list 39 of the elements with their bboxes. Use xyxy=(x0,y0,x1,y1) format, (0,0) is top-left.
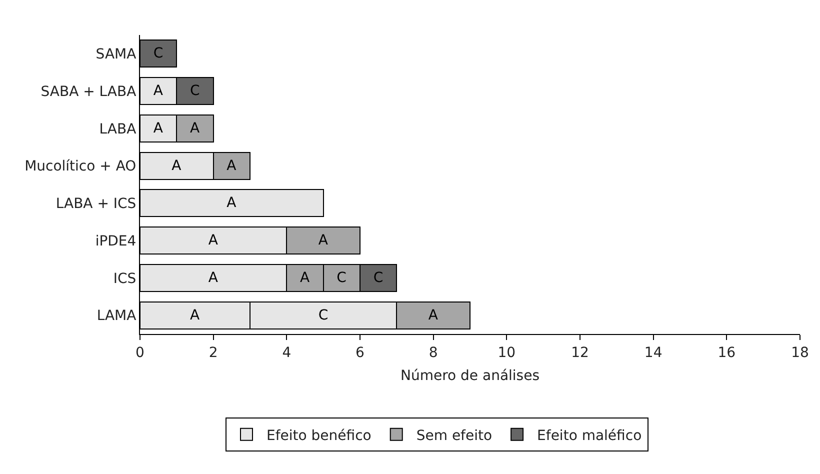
x-tick-label: 8 xyxy=(428,344,438,361)
data-label: A xyxy=(190,120,200,136)
data-label: A xyxy=(208,270,218,286)
x-tick-label: 18 xyxy=(791,344,809,361)
data-label: A xyxy=(153,120,164,136)
y-tick-label: iPDE4 xyxy=(95,233,136,250)
data-label: A xyxy=(226,195,237,212)
y-tick-label: SABA + LABA xyxy=(40,84,137,100)
data-label: A xyxy=(172,158,182,174)
y-tick-label: LAMA xyxy=(96,308,137,324)
y-tick-label: LABA + ICS xyxy=(56,196,136,212)
y-tick-label: ICS xyxy=(113,270,136,287)
x-axis-title: Número de análises xyxy=(400,368,540,384)
x-tick-label: 2 xyxy=(208,344,218,361)
data-label: C xyxy=(373,270,384,286)
data-label: A xyxy=(190,307,200,324)
legend-label: Efeito maléfico xyxy=(537,428,642,444)
y-tick-label: LABA xyxy=(99,121,137,138)
legend-label: Efeito benéfico xyxy=(266,428,372,444)
data-label: A xyxy=(153,83,164,100)
legend-label: Sem efeito xyxy=(416,428,492,444)
data-label: C xyxy=(318,307,328,324)
x-tick-label: 16 xyxy=(718,344,736,361)
x-tick-label: 6 xyxy=(356,344,365,361)
data-label: A xyxy=(428,307,438,324)
x-tick-label: 10 xyxy=(498,344,516,361)
x-tick-label: 4 xyxy=(282,344,292,361)
data-label: A xyxy=(226,158,237,174)
data-label: A xyxy=(300,270,310,286)
data-label: C xyxy=(153,46,164,62)
data-label: C xyxy=(336,270,347,286)
data-label: A xyxy=(208,232,218,249)
x-tick-label: 14 xyxy=(644,344,662,361)
x-tick-label: 12 xyxy=(571,344,589,361)
y-tick-label: Mucolítico + AO xyxy=(24,158,136,175)
x-tick-label: 0 xyxy=(136,344,144,361)
data-label: A xyxy=(318,232,328,249)
y-tick-label: SAMA xyxy=(96,46,137,63)
data-label: C xyxy=(190,83,200,100)
